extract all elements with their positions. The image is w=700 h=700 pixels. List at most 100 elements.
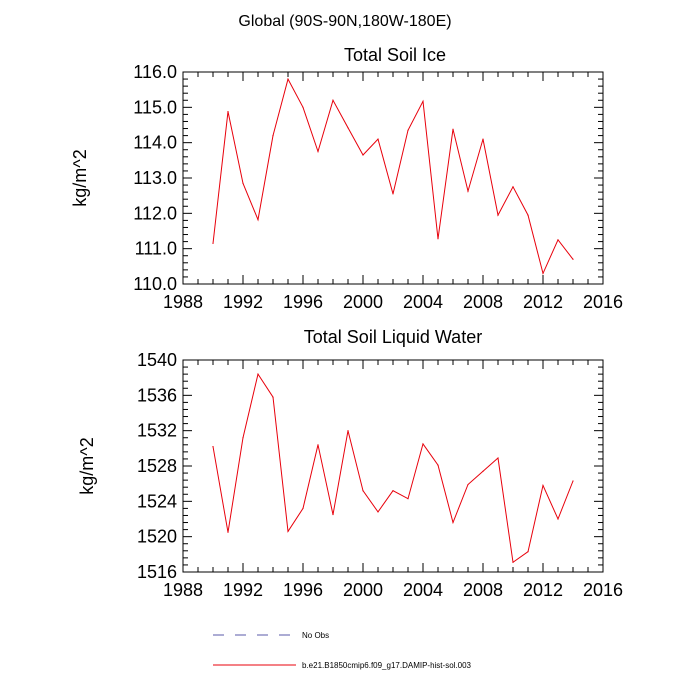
y-tick-label: 116.0 xyxy=(133,62,177,82)
data-point xyxy=(407,129,409,131)
data-point xyxy=(302,507,304,509)
data-point xyxy=(347,127,349,129)
data-point xyxy=(572,480,574,482)
data-point xyxy=(407,498,409,500)
y-tick-label: 1536 xyxy=(137,385,177,405)
data-point xyxy=(377,511,379,513)
axis-ticks xyxy=(182,71,604,285)
y-tick-label: 112.0 xyxy=(133,203,177,223)
data-point xyxy=(452,521,454,524)
plot-frame xyxy=(182,359,604,573)
data-point xyxy=(362,154,364,156)
data-point xyxy=(257,373,259,375)
y-tick-labels: 110.0 111.0 112.0 113.0 114.0 115.0 116.0 xyxy=(133,62,177,294)
data-point xyxy=(467,190,469,192)
data-point xyxy=(452,128,454,130)
data-points xyxy=(212,373,574,563)
data-point xyxy=(512,186,514,188)
y-tick-label: 115.0 xyxy=(133,97,177,117)
x-tick-label: 1988 xyxy=(163,292,203,312)
x-tick-label: 1996 xyxy=(283,292,323,312)
x-tick-label: 2004 xyxy=(403,580,443,600)
data-point xyxy=(317,150,319,153)
x-tick-label: 1988 xyxy=(163,580,203,600)
data-point xyxy=(422,100,424,102)
series-line-soil-ice xyxy=(212,77,574,275)
x-tick-labels: 1988 1992 1996 2000 2004 2008 2012 2016 xyxy=(163,580,623,600)
data-point xyxy=(437,238,439,240)
figure-title: Global (90S-90N,180W-180E) xyxy=(238,13,451,30)
x-tick-label: 2012 xyxy=(523,580,563,600)
y-tick-label: 1524 xyxy=(137,491,177,511)
data-point xyxy=(317,444,319,446)
y-tick-label: 1516 xyxy=(137,562,177,582)
y-tick-label: 1540 xyxy=(137,350,177,370)
plot-frame xyxy=(182,71,604,285)
data-point xyxy=(422,443,424,445)
data-point xyxy=(302,106,304,108)
y-tick-label: 111.0 xyxy=(135,239,177,259)
y-tick-label: 114.0 xyxy=(133,133,177,153)
data-point xyxy=(437,464,439,466)
data-point xyxy=(362,490,364,492)
x-tick-label: 1992 xyxy=(223,580,263,600)
x-tick-label: 2016 xyxy=(583,580,623,600)
x-tick-label: 2000 xyxy=(343,580,383,600)
x-tick-label: 1992 xyxy=(223,292,263,312)
data-point xyxy=(332,513,334,516)
y-tick-label: 110.0 xyxy=(133,274,177,294)
legend: No Obs b.e21.B1850cmip6.f09_g17.DAMIP-hi… xyxy=(213,631,472,670)
data-point xyxy=(527,214,529,216)
data-point xyxy=(227,531,229,533)
legend-label-model: b.e21.B1850cmip6.f09_g17.DAMIP-hist-sol.… xyxy=(302,661,472,670)
data-point xyxy=(542,272,544,274)
y-axis-label: kg/m^2 xyxy=(70,149,90,206)
data-point xyxy=(227,110,229,113)
data-point xyxy=(497,457,499,459)
y-tick-labels: 1516 1520 1524 1528 1532 1536 1540 xyxy=(137,350,177,582)
y-tick-label: 1532 xyxy=(137,421,177,441)
x-tick-label: 2000 xyxy=(343,292,383,312)
data-point xyxy=(377,138,379,140)
panel-total-soil-ice: Total Soil Ice kg/m^2 110.0 111.0 112.0 113… xyxy=(70,45,623,312)
data-point xyxy=(542,484,544,487)
x-tick-labels: 1988 1992 1996 2000 2004 2008 2012 2016 xyxy=(163,292,623,312)
x-tick-label: 2008 xyxy=(463,580,503,600)
data-point xyxy=(512,561,514,563)
data-point xyxy=(242,437,244,439)
data-point xyxy=(572,258,574,260)
x-tick-label: 1996 xyxy=(283,580,323,600)
legend-label-no-obs: No Obs xyxy=(302,631,329,640)
data-point xyxy=(287,78,289,80)
x-tick-label: 2012 xyxy=(523,292,563,312)
y-tick-label: 1520 xyxy=(137,527,177,547)
data-point xyxy=(482,138,484,140)
y-tick-label: 1528 xyxy=(137,456,177,476)
series-line-soil-liquid-water xyxy=(212,372,574,564)
x-tick-label: 2008 xyxy=(463,292,503,312)
data-point xyxy=(497,214,499,216)
data-point xyxy=(272,135,274,137)
data-point xyxy=(212,445,214,448)
data-point xyxy=(347,430,349,432)
panel-title: Total Soil Ice xyxy=(344,45,446,65)
panel-total-soil-liquid-water: Total Soil Liquid Water kg/m^2 151615201… xyxy=(77,327,623,600)
data-point xyxy=(257,219,259,221)
axis-ticks xyxy=(182,359,604,573)
data-points xyxy=(212,78,574,274)
data-point xyxy=(527,551,529,553)
x-tick-label: 2016 xyxy=(583,292,623,312)
data-point xyxy=(557,518,559,520)
y-tick-label: 113.0 xyxy=(133,168,177,188)
data-point xyxy=(467,483,469,486)
data-point xyxy=(272,396,274,398)
data-point xyxy=(392,490,394,492)
data-point xyxy=(332,99,334,101)
data-point xyxy=(287,530,289,532)
data-point xyxy=(242,182,244,184)
panel-title: Total Soil Liquid Water xyxy=(304,327,482,347)
data-point xyxy=(212,242,214,244)
y-axis-label: kg/m^2 xyxy=(77,437,97,494)
